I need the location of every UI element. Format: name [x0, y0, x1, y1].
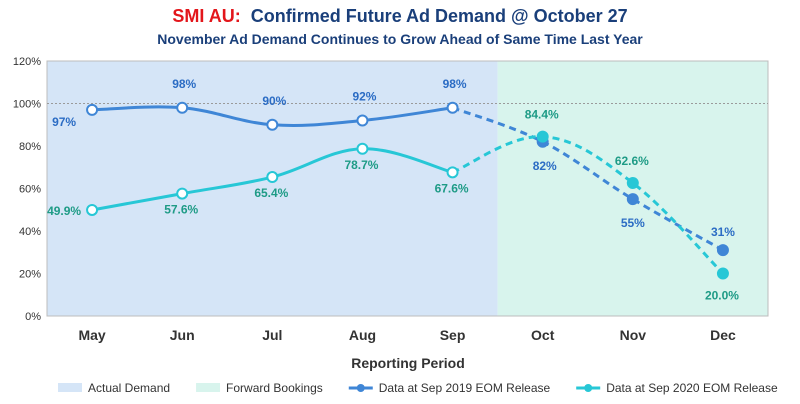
x-tick-label: Dec	[710, 327, 736, 343]
x-tick-label: May	[78, 327, 105, 343]
y-tick-label: 60%	[19, 184, 41, 196]
data-point	[716, 267, 729, 280]
data-label: 82%	[533, 159, 557, 173]
data-point	[266, 171, 279, 184]
data-label: 62.6%	[615, 154, 649, 168]
data-label: 67.6%	[435, 181, 469, 195]
data-point	[266, 118, 279, 131]
x-tick-label: Jun	[170, 327, 195, 343]
y-tick-label: 120%	[13, 56, 41, 68]
data-point	[356, 142, 369, 155]
data-label: 98%	[443, 77, 467, 91]
data-point	[536, 130, 549, 143]
legend-label: Forward Bookings	[226, 381, 323, 395]
legend: Actual Demand Forward Bookings Data at Sep…	[58, 381, 778, 395]
x-tick-label: Sep	[440, 327, 466, 343]
data-point	[176, 101, 189, 114]
data-label: 57.6%	[164, 203, 198, 217]
data-label: 65.4%	[254, 186, 288, 200]
x-tick-label: Oct	[531, 327, 555, 343]
data-point	[626, 176, 639, 189]
legend-swatch	[58, 383, 82, 392]
legend-label: Data at Sep 2020 EOM Release	[606, 381, 778, 395]
data-label: 84.4%	[525, 108, 559, 122]
legend-marker	[584, 384, 593, 392]
x-axis-title: Reporting Period	[351, 355, 465, 371]
data-label: 90%	[262, 94, 286, 108]
y-tick-label: 0%	[25, 311, 41, 323]
legend-label: Actual Demand	[88, 381, 170, 395]
x-tick-label: Aug	[349, 327, 376, 343]
y-tick-label: 80%	[19, 141, 41, 153]
data-label: 31%	[711, 225, 735, 239]
y-tick-label: 100%	[13, 99, 41, 111]
series-line-forward-1	[451, 135, 725, 275]
legend-swatch	[196, 383, 221, 392]
x-tick-label: Nov	[620, 327, 647, 343]
data-label: 98%	[172, 77, 196, 91]
legend-label: Data at Sep 2019 EOM Release	[379, 381, 551, 395]
data-label: 49.9%	[47, 204, 81, 218]
legend-marker	[356, 384, 365, 392]
y-tick-label: 20%	[19, 269, 41, 281]
plot-area: 0% 20% 40% 60% 80% 100% 120% May Jun Jul Aug Sep Oct…	[13, 56, 769, 343]
x-tick-label: Jul	[262, 327, 282, 343]
data-label: 92%	[352, 90, 376, 104]
data-label: 20.0%	[705, 289, 739, 303]
data-point	[86, 203, 99, 216]
plot-frame	[46, 60, 769, 317]
data-point	[446, 166, 459, 179]
data-point	[86, 103, 99, 116]
data-label: 55%	[621, 216, 645, 230]
data-point	[176, 187, 189, 200]
title-rest: Confirmed Future Ad Demand @ October 27	[251, 6, 628, 26]
title-brand: SMI AU:	[172, 6, 240, 26]
chart-title: SMI AU: Confirmed Future Ad Demand @ Oct…	[172, 6, 627, 26]
data-point	[356, 114, 369, 127]
data-point	[446, 101, 459, 114]
y-tick-label: 40%	[19, 226, 41, 238]
data-point	[716, 244, 729, 257]
data-label: 78.7%	[344, 158, 378, 172]
data-point	[626, 193, 639, 206]
data-label: 97%	[52, 115, 76, 129]
chart-subtitle: November Ad Demand Continues to Grow Ahe…	[157, 31, 643, 47]
